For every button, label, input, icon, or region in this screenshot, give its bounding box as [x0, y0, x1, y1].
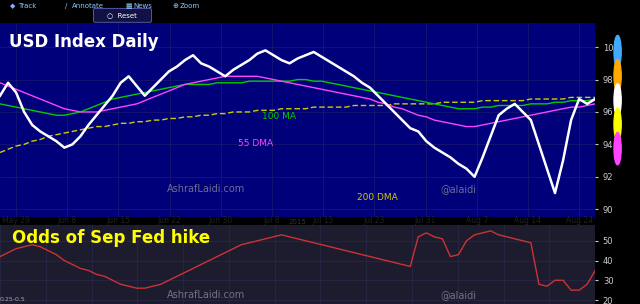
Text: AshrafLaidi.com: AshrafLaidi.com — [166, 184, 245, 194]
Text: 0.25-0.5: 0.25-0.5 — [0, 297, 26, 302]
Text: USD Index Daily: USD Index Daily — [9, 33, 159, 50]
Circle shape — [614, 84, 621, 116]
Text: Jul 8: Jul 8 — [264, 216, 280, 225]
Text: Jul 31: Jul 31 — [415, 216, 436, 225]
Text: Jul 23: Jul 23 — [364, 216, 385, 225]
Text: Annotate: Annotate — [72, 3, 104, 9]
Text: Odds of Sep Fed hike: Odds of Sep Fed hike — [12, 229, 210, 247]
Text: Jun 30: Jun 30 — [209, 216, 233, 225]
Text: Aug 14: Aug 14 — [515, 216, 541, 225]
Text: ⊕: ⊕ — [172, 3, 178, 9]
Text: AshrafLaidi.com: AshrafLaidi.com — [166, 290, 245, 300]
Circle shape — [614, 36, 621, 68]
Text: /: / — [65, 3, 67, 9]
Text: May 29: May 29 — [2, 216, 30, 225]
Text: @alaidi: @alaidi — [440, 290, 476, 300]
Text: 100 MA: 100 MA — [262, 112, 296, 121]
Text: 2015: 2015 — [289, 219, 307, 225]
Circle shape — [614, 60, 621, 92]
Text: Track: Track — [18, 3, 36, 9]
Text: Aug 24: Aug 24 — [566, 216, 593, 225]
Text: 55 DMA: 55 DMA — [238, 139, 273, 148]
Text: ▦: ▦ — [125, 3, 132, 9]
Text: Jun 22: Jun 22 — [157, 216, 182, 225]
Text: News: News — [133, 3, 152, 9]
Text: @alaidi: @alaidi — [440, 184, 476, 194]
Text: ◆: ◆ — [10, 3, 15, 9]
FancyBboxPatch shape — [93, 9, 152, 22]
Circle shape — [614, 133, 621, 165]
Text: ○  Reset: ○ Reset — [107, 12, 137, 18]
Circle shape — [614, 108, 621, 140]
Text: 200 DMA: 200 DMA — [357, 193, 398, 202]
Text: Jul 15: Jul 15 — [312, 216, 334, 225]
Text: Zoom: Zoom — [180, 3, 200, 9]
Text: Aug 7: Aug 7 — [466, 216, 488, 225]
Text: Jun 15: Jun 15 — [106, 216, 131, 225]
Text: Jun 8: Jun 8 — [58, 216, 77, 225]
